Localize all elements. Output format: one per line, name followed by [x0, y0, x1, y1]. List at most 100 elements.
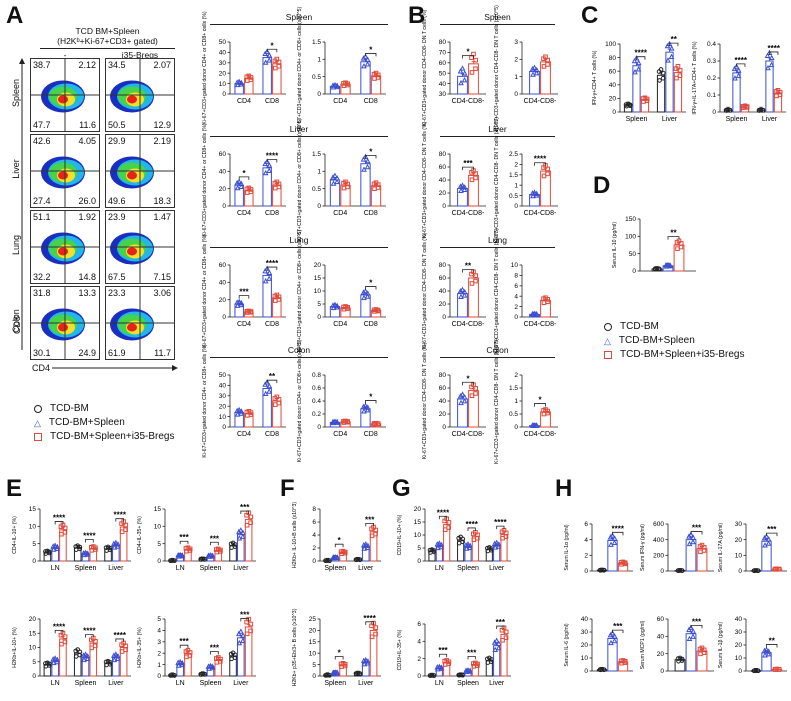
- data-point: [768, 54, 775, 61]
- x-tick-label: CD8: [265, 98, 279, 105]
- x-tick-label: Spleen: [324, 565, 346, 572]
- panel-label-b: B: [408, 2, 426, 29]
- y-tick-label: 10: [581, 655, 589, 662]
- x-tick-label: LN: [435, 680, 444, 687]
- section-divider: [440, 24, 555, 25]
- quadrant-percent: 12.9: [153, 120, 171, 130]
- density-contour: [127, 323, 137, 332]
- x-tick-label: CD4: [237, 98, 251, 105]
- significance-bracket: [669, 42, 679, 47]
- data-point: [234, 179, 241, 186]
- flow-axes: [19, 58, 25, 350]
- data-point: [93, 638, 98, 644]
- data-point: [50, 546, 57, 552]
- significance-bracket: [240, 618, 250, 622]
- data-point: [611, 637, 618, 644]
- flow-header-line: [40, 48, 175, 49]
- y-tick-label: 20: [581, 642, 589, 649]
- y-tick-label: 2: [417, 656, 421, 663]
- y-tick-label: 0: [442, 203, 446, 210]
- data-point: [236, 298, 243, 305]
- data-point: [245, 190, 250, 195]
- data-point: [362, 656, 369, 663]
- quadrant-percent: 7.15: [153, 272, 171, 282]
- y-tick-label: 4: [514, 293, 518, 300]
- data-point: [461, 398, 468, 404]
- x-tick-label: CD4: [333, 431, 347, 438]
- section-title: Lung: [488, 235, 507, 245]
- square-marker-icon: [34, 433, 42, 441]
- y-axis-label: H2Kb+IL-10+ (%): [12, 627, 18, 668]
- density-contour: [127, 95, 137, 104]
- quadrant-percent: 11.7: [154, 348, 171, 358]
- data-point: [658, 67, 664, 72]
- y-tick-label: 2.5: [509, 151, 518, 158]
- y-tick-label: 0: [157, 558, 161, 565]
- significance-bracket: [365, 286, 377, 290]
- data-point: [475, 661, 480, 667]
- significance-label: *: [369, 45, 373, 54]
- y-tick-label: 10: [511, 262, 519, 269]
- y-tick-label: 60: [609, 68, 617, 75]
- legend-item-tcd: TCD-BM: [604, 320, 745, 334]
- y-tick-label: 6: [312, 519, 316, 526]
- y-tick-label: 3: [157, 639, 161, 646]
- y-tick-label: 5: [417, 545, 421, 552]
- data-point: [438, 541, 445, 548]
- data-point: [611, 535, 618, 541]
- significance-label: *: [369, 392, 373, 401]
- data-point: [361, 408, 367, 414]
- y-axis-label: Ki-67+CD3+gated donor CD4-CD8- DN T cell…: [494, 117, 500, 243]
- chart-E-cd4-il10: CD4+IL-10+ (%) 0 5 10 15 LN **** Spleen **** Live…: [12, 506, 131, 572]
- bar: [457, 539, 465, 562]
- data-point: [601, 667, 607, 672]
- y-tick-label: 0: [738, 568, 742, 575]
- data-point: [52, 655, 58, 661]
- data-point: [375, 421, 381, 426]
- y-tick-label: 80: [439, 151, 447, 158]
- data-point: [360, 403, 367, 410]
- data-point: [765, 536, 772, 542]
- data-point: [84, 655, 91, 662]
- legend-d: TCD-BM △ TCD-BM+Spleen TCD-BM+Spleen+i35-…: [604, 320, 745, 362]
- section-title: Spleen: [484, 12, 511, 22]
- data-point: [229, 656, 234, 662]
- data-point: [529, 65, 536, 72]
- significance-label: ****: [113, 511, 126, 520]
- data-point: [111, 544, 118, 550]
- data-point: [229, 545, 234, 550]
- data-point: [660, 70, 666, 76]
- quadrant-percent: 34.5: [108, 60, 126, 70]
- significance-bracket: [365, 523, 374, 527]
- x-tick-label: Liver: [358, 565, 374, 572]
- y-tick-label: 100: [605, 41, 616, 48]
- data-point: [238, 527, 244, 533]
- significance-label: ****: [494, 518, 507, 527]
- data-point: [59, 531, 64, 537]
- y-tick-label: 20: [414, 506, 422, 513]
- data-point: [485, 548, 491, 554]
- y-tick-label: 80: [439, 372, 447, 379]
- data-point: [632, 68, 638, 75]
- section-divider: [210, 136, 388, 137]
- significance-label: ****: [363, 614, 376, 623]
- legend-label: TCD-BM+Spleen: [48, 417, 125, 428]
- y-tick-label: 6: [514, 283, 518, 290]
- significance-bracket: [766, 532, 778, 537]
- significance-bracket: [766, 644, 778, 648]
- data-point: [496, 640, 502, 646]
- y-tick-label: 0: [514, 314, 518, 321]
- data-point: [77, 544, 83, 550]
- data-point: [458, 399, 464, 406]
- y-tick-label: 0: [32, 558, 36, 565]
- data-point: [541, 411, 547, 417]
- panel-label-f: F: [280, 475, 295, 502]
- y-tick-label: 15: [154, 506, 162, 513]
- significance-label: *: [338, 536, 342, 545]
- significance-label: *: [270, 41, 274, 50]
- data-point: [530, 311, 536, 317]
- data-point: [245, 413, 250, 418]
- data-point: [240, 533, 246, 539]
- y-tick-label: 15: [29, 506, 37, 513]
- significance-bracket: [612, 629, 624, 634]
